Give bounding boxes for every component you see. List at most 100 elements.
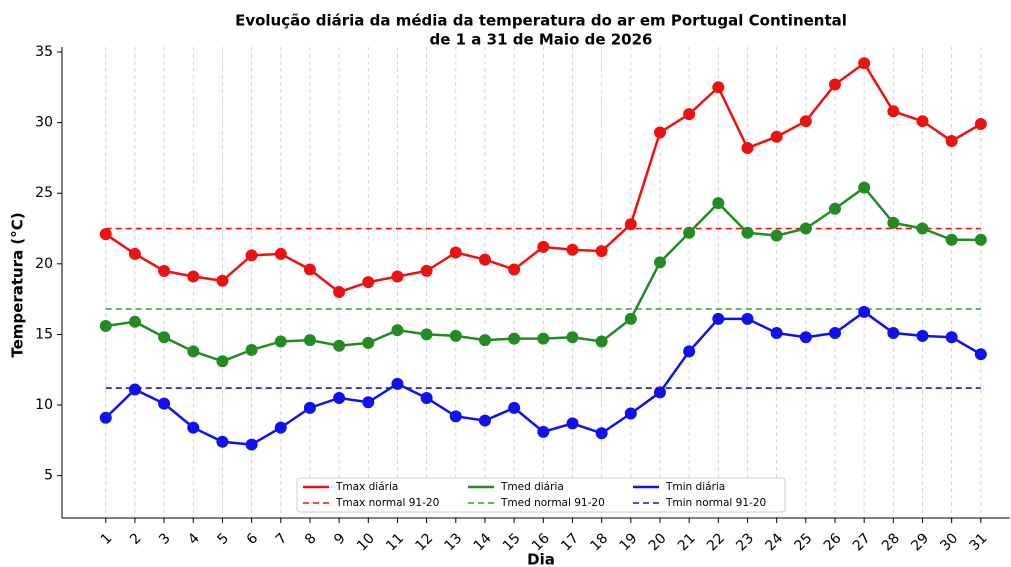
point [303,401,316,414]
x-tick-label: 12 [412,530,436,554]
point [683,226,696,239]
point [945,134,958,147]
x-tick-label: 27 [850,530,874,554]
point [858,305,871,318]
point [478,253,491,266]
point [99,228,112,241]
point [537,332,550,345]
chart-subtitle: de 1 a 31 de Maio de 2026 [430,31,653,49]
y-tick-label: 20 [35,256,53,272]
legend: Tmax diária Tmax normal 91-20 Tmed diária T… [296,477,786,513]
point [916,329,929,342]
point [887,216,900,229]
point [828,202,841,215]
point [770,327,783,340]
point [858,57,871,70]
point [683,345,696,358]
point [712,312,725,325]
x-tick-label: 23 [733,530,757,554]
x-tick-label: 3 [156,530,174,548]
x-tick-label: 9 [331,530,349,548]
x-tick-label: 24 [762,530,786,554]
point [624,407,637,420]
point [974,233,987,246]
y-tick-label: 10 [35,397,53,413]
point [624,312,637,325]
point [945,233,958,246]
point [828,327,841,340]
point [216,355,229,368]
x-tick-label: 22 [704,530,728,554]
point [508,332,521,345]
x-tick-label: 7 [273,530,291,548]
x-tick-label: 15 [500,530,524,554]
point [128,315,141,328]
point [362,336,375,349]
point [974,118,987,131]
x-tick-label: 19 [617,530,641,554]
point [974,348,987,361]
point [858,181,871,194]
point [245,438,258,451]
x-tick-label: 20 [646,530,670,554]
point [99,319,112,332]
point [595,245,608,258]
point [683,108,696,121]
point [770,130,783,143]
point [653,256,666,269]
point [566,417,579,430]
x-tick-label: 31 [967,530,991,554]
point [566,331,579,344]
point [187,345,200,358]
point [828,78,841,91]
point [420,264,433,277]
point [916,222,929,235]
point [624,218,637,231]
x-tick-label: 17 [558,530,582,554]
point [945,331,958,344]
y-axis-label: Temperatura (°C) [9,212,27,357]
legend-label: Tmed diária [500,481,564,493]
x-tick-label: 10 [354,530,378,554]
point [887,327,900,340]
point [391,324,404,337]
point [449,246,462,259]
x-tick-label: 8 [302,530,320,548]
point [333,391,346,404]
point [128,383,141,396]
point [245,343,258,356]
point [770,229,783,242]
x-tick-label: 26 [821,530,845,554]
point [566,243,579,256]
point [158,264,171,277]
point [158,397,171,410]
point [216,274,229,287]
x-tick-label: 14 [471,530,495,554]
point [741,226,754,239]
point [799,331,812,344]
point [478,414,491,427]
point [595,427,608,440]
point [274,421,287,434]
point [741,142,754,155]
x-axis-label: Dia [527,551,555,567]
point [712,197,725,210]
point [478,334,491,347]
point [799,115,812,128]
point [653,386,666,399]
point [537,425,550,438]
point [128,247,141,260]
x-tick-label: 13 [442,530,466,554]
legend-label: Tmin normal 91-20 [665,497,766,509]
y-tick-label: 25 [35,185,53,201]
point [537,240,550,253]
x-tick-label: 2 [127,530,145,548]
point [449,410,462,423]
point [508,401,521,414]
x-tick-label: 18 [587,530,611,554]
point [508,263,521,276]
point [216,435,229,448]
point [274,247,287,260]
